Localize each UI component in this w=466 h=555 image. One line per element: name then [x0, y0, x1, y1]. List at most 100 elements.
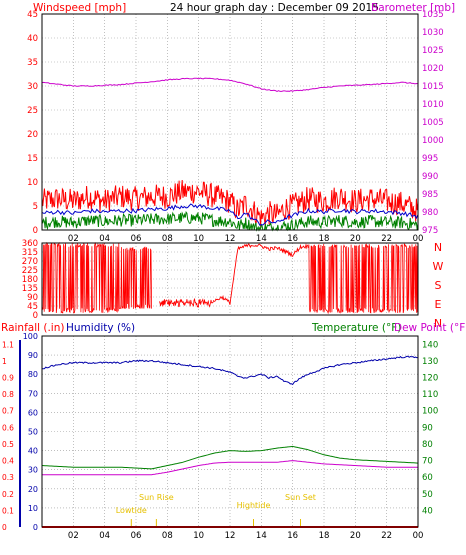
direction-tick-label: 135 — [22, 284, 38, 294]
temperature-tick-label: 140 — [422, 340, 438, 350]
humidity-time-tick-label: 10 — [193, 531, 204, 541]
humidity-tick-label: 30 — [28, 466, 38, 475]
humidity-panel-frame — [41, 335, 419, 528]
event-label: Hightide — [237, 501, 271, 510]
direction-tick-label: 0 — [33, 311, 38, 321]
direction-band-line — [307, 243, 418, 315]
barometer-tick-label: 1010 — [422, 100, 444, 110]
windspeed-tick-label: 30 — [27, 82, 38, 92]
rainfall-axis: 0 0.1 0.2 0.3 0.4 0.5 0.6 0.7 0.8 0.9 1 1.1 — [2, 340, 21, 532]
humidity-time-axis: 02 04 06 08 10 12 14 16 18 20 22 00 — [68, 531, 423, 541]
windspeed-tick-label: 5 — [33, 202, 38, 212]
barometer-tick-label: 975 — [422, 226, 438, 236]
direction-panel-frame — [41, 242, 419, 316]
windspeed-axis-title: Windspeed [mph] — [33, 2, 126, 14]
rainfall-tick-label: 1.1 — [2, 340, 14, 349]
windgust-series-line — [41, 179, 419, 227]
windspeed-tick-label: 0 — [33, 226, 38, 236]
temperature-tick-label: 130 — [422, 357, 438, 367]
direction-band-line — [159, 297, 215, 309]
event-label: Lowtide — [116, 506, 147, 515]
rainfall-tick-label: 0.2 — [2, 490, 14, 499]
dewpoint-axis-title: Dew Point (°F) — [394, 322, 466, 334]
humidity-tick-label: 80 — [28, 370, 38, 379]
event-label: Sun Set — [285, 493, 316, 502]
temperature-axis-title: Temperature (°F) — [311, 322, 401, 334]
wind-time-tick-label: 00 — [413, 234, 424, 244]
barometer-tick-label: 980 — [422, 208, 438, 218]
event-label: Sun Rise — [139, 493, 174, 502]
temperature-tick-label: 50 — [422, 490, 433, 500]
direction-tick-label: 225 — [22, 266, 38, 276]
wind-time-tick-label: 10 — [193, 234, 204, 244]
wind-low-series-line — [41, 210, 419, 232]
temperature-tick-label: 110 — [422, 390, 438, 400]
direction-tick-label: 270 — [22, 257, 38, 267]
temperature-tick-label: 100 — [422, 407, 438, 417]
wind-time-tick-label: 20 — [350, 234, 361, 244]
wind-time-tick-label: 04 — [99, 234, 110, 244]
barometer-axis-title: Barometer [mb] — [371, 2, 455, 14]
windspeed-tick-label: 10 — [27, 178, 38, 188]
barometer-tick-label: 1030 — [422, 28, 444, 38]
barometer-tick-label: 1035 — [422, 10, 444, 20]
barometer-tick-label: 985 — [422, 190, 438, 200]
humidity-tick-label: 50 — [28, 428, 38, 437]
barometer-tick-label: 990 — [422, 172, 438, 182]
rainfall-tick-label: 0.8 — [2, 390, 14, 399]
direction-series — [41, 241, 418, 315]
rainfall-tick-label: 0.9 — [2, 374, 14, 383]
rainfall-axis-title: Rainfall (.in) — [1, 322, 64, 334]
wind-panel-frame — [41, 13, 419, 231]
wind-time-tick-label: 02 — [68, 234, 79, 244]
rainfall-tick-label: 0.5 — [2, 440, 14, 449]
wind-time-tick-label: 12 — [225, 234, 236, 244]
windspeed-tick-label: 45 — [27, 10, 38, 20]
rainfall-tick-label: 1 — [2, 357, 7, 366]
direction-tick-label: 180 — [22, 275, 38, 285]
humidity-time-tick-label: 18 — [319, 531, 330, 541]
humidity-time-tick-label: 00 — [413, 531, 424, 541]
compass-label: S — [435, 279, 442, 292]
wind-time-axis: 02 04 06 08 10 12 14 16 18 20 22 00 — [68, 234, 423, 244]
direction-tick-label: 90 — [27, 293, 38, 303]
humidity-series-line — [41, 355, 418, 386]
humidity-tick-label: 60 — [28, 408, 38, 417]
wind-time-tick-label: 18 — [319, 234, 330, 244]
wind-time-tick-label: 08 — [162, 234, 173, 244]
humidity-grid — [42, 335, 418, 528]
humidity-time-tick-label: 16 — [287, 531, 298, 541]
compass-label: W — [433, 260, 444, 273]
wind-grid — [42, 13, 418, 231]
humidity-tick-label: 100 — [23, 332, 38, 341]
humidity-temperature-panel: 0 0.1 0.2 0.3 0.4 0.5 0.6 0.7 0.8 0.9 1 1.1 0 10 20 30… — [2, 332, 438, 541]
wind-time-tick-label: 14 — [256, 234, 267, 244]
event-markers: Lowtide Sun Rise Hightide Sun Set — [116, 493, 316, 527]
humidity-tick-label: 90 — [28, 351, 38, 360]
windspeed-tick-label: 40 — [27, 34, 38, 44]
humidity-time-tick-label: 14 — [256, 531, 267, 541]
chart-title: 24 hour graph day : December 09 2015 — [170, 2, 379, 14]
rainfall-tick-label: 0.4 — [2, 457, 14, 466]
temperature-tick-label: 120 — [422, 374, 438, 384]
barometer-tick-label: 1005 — [422, 118, 444, 128]
humidity-time-tick-label: 02 — [68, 531, 79, 541]
rainfall-tick-label: 0.7 — [2, 407, 14, 416]
windspeed-tick-label: 35 — [27, 58, 38, 68]
humidity-time-tick-label: 08 — [162, 531, 173, 541]
barometer-series-line — [41, 77, 419, 92]
wind-series — [41, 77, 419, 232]
humidity-tick-label: 40 — [28, 447, 38, 456]
windspeed-tick-label: 25 — [27, 106, 38, 116]
barometer-tick-label: 1015 — [422, 82, 444, 92]
direction-tick-label: 315 — [22, 248, 38, 258]
wind-average-series-line — [41, 203, 419, 226]
direction-series-line — [213, 243, 309, 305]
rainfall-tick-label: 0 — [2, 523, 7, 532]
direction-tick-label: 360 — [22, 239, 38, 249]
barometer-tick-label: 995 — [422, 154, 438, 164]
humidity-tick-label: 0 — [33, 523, 38, 532]
